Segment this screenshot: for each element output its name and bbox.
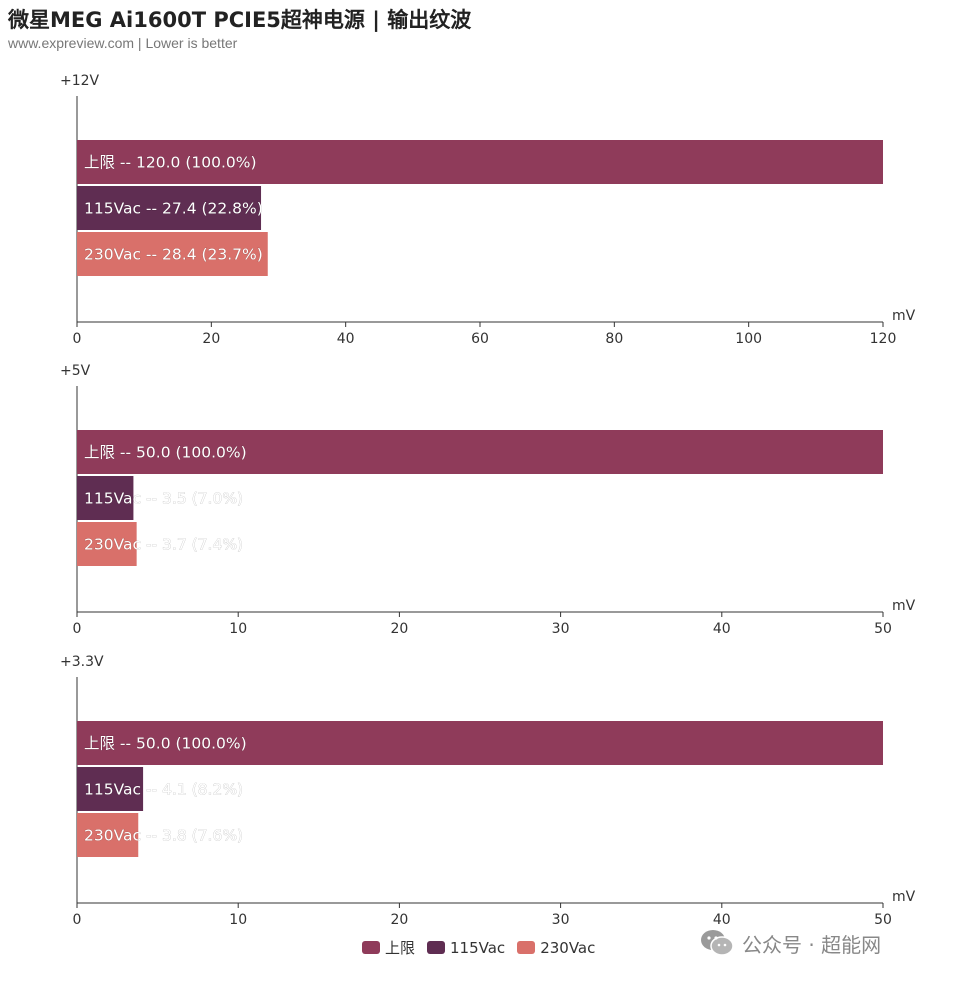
panel-1-tick-label: 80: [605, 331, 623, 347]
panel-3-tick-label: 10: [229, 912, 247, 928]
panel-3-tick-label: 50: [874, 912, 892, 928]
chart-subtitle: www.expreview.com | Lower is better: [8, 35, 238, 51]
panel-2-tick-label: 50: [874, 621, 892, 637]
panel-2-bar-115vac: [77, 476, 134, 520]
panel-2-tick-label: 20: [390, 621, 408, 637]
chart-title: 微星MEG Ai1600T PCIE5超神电源 | 输出纹波: [8, 8, 472, 32]
legend: 上限 115Vac 230Vac: [362, 937, 595, 958]
legend-label-115vac: 115Vac: [450, 938, 506, 957]
panel-1-title: +12V: [60, 73, 100, 89]
panel-1-bar-limit: [77, 140, 883, 184]
legend-swatch-limit: [362, 941, 380, 954]
panel-3-tick-label: 40: [713, 912, 731, 928]
panel-2-title: +5V: [60, 363, 91, 379]
panel-3-title: +3.3V: [60, 654, 104, 670]
panel-3-tick-label: 30: [552, 912, 570, 928]
panel-2-tick-label: 40: [713, 621, 731, 637]
panel-3-bar-230vac: [77, 813, 139, 857]
panel-3-bar-115vac: [77, 767, 144, 811]
panel-3-bar-label-230vac: 230Vac -- 3.8 (7.6%): [84, 827, 243, 845]
panel-3-bar-limit: [77, 721, 883, 765]
panel-1-bar-115vac: [77, 186, 262, 230]
legend-label-limit: 上限: [385, 939, 416, 957]
legend-item-115vac[interactable]: 115Vac: [427, 939, 505, 957]
wechat-icon: [701, 930, 734, 956]
panel-2-bar-limit: [77, 430, 883, 474]
panel-3-tick-label: 0: [73, 912, 82, 928]
panel-2-tick-label: 0: [73, 621, 82, 637]
panel-3-bar-label-limit: 上限 -- 50.0 (100.0%): [84, 735, 247, 753]
panel-3-bar-label-115vac: 115Vac -- 4.1 (8.2%): [84, 781, 243, 799]
panel-1-bar-label-115vac: 115Vac -- 27.4 (22.8%): [84, 200, 263, 218]
legend-item-limit[interactable]: 上限: [362, 937, 415, 958]
legend-item-230vac[interactable]: 230Vac: [517, 939, 595, 957]
legend-swatch-230vac: [517, 941, 536, 954]
panel-2-bar-label-limit: 上限 -- 50.0 (100.0%): [84, 444, 247, 462]
panel-2-tick-label: 30: [552, 621, 570, 637]
panel-1-tick-label: 120: [870, 331, 897, 347]
panel-3-x-unit-label: mV: [892, 889, 916, 905]
legend-label-230vac: 230Vac: [540, 938, 596, 957]
watermark-text: 公众号 · 超能网: [742, 932, 882, 957]
panel-2-x-unit-label: mV: [892, 598, 916, 614]
panel-1-tick-label: 100: [735, 331, 762, 347]
panel-1-tick-label: 20: [202, 331, 220, 347]
panel-2-bar-label-115vac: 115Vac -- 3.5 (7.0%): [84, 490, 243, 508]
panel-2-bar-label-230vac: 230Vac -- 3.7 (7.4%): [84, 536, 243, 554]
panel-1-bar-230vac: [77, 232, 268, 276]
panel-1-bar-label-230vac: 230Vac -- 28.4 (23.7%): [84, 246, 263, 264]
watermark: 公众号 · 超能网: [700, 928, 881, 958]
panel-2-bar-230vac: [77, 522, 137, 566]
panel-3-tick-label: 20: [390, 912, 408, 928]
panel-1-bar-label-limit: 上限 -- 120.0 (100.0%): [84, 154, 257, 172]
panel-2-tick-label: 10: [229, 621, 247, 637]
panel-1-x-unit-label: mV: [892, 308, 916, 324]
panel-1-tick-label: 40: [337, 331, 355, 347]
panel-1-tick-label: 60: [471, 331, 489, 347]
legend-swatch-115vac: [427, 941, 446, 954]
panel-1-tick-label: 0: [73, 331, 82, 347]
